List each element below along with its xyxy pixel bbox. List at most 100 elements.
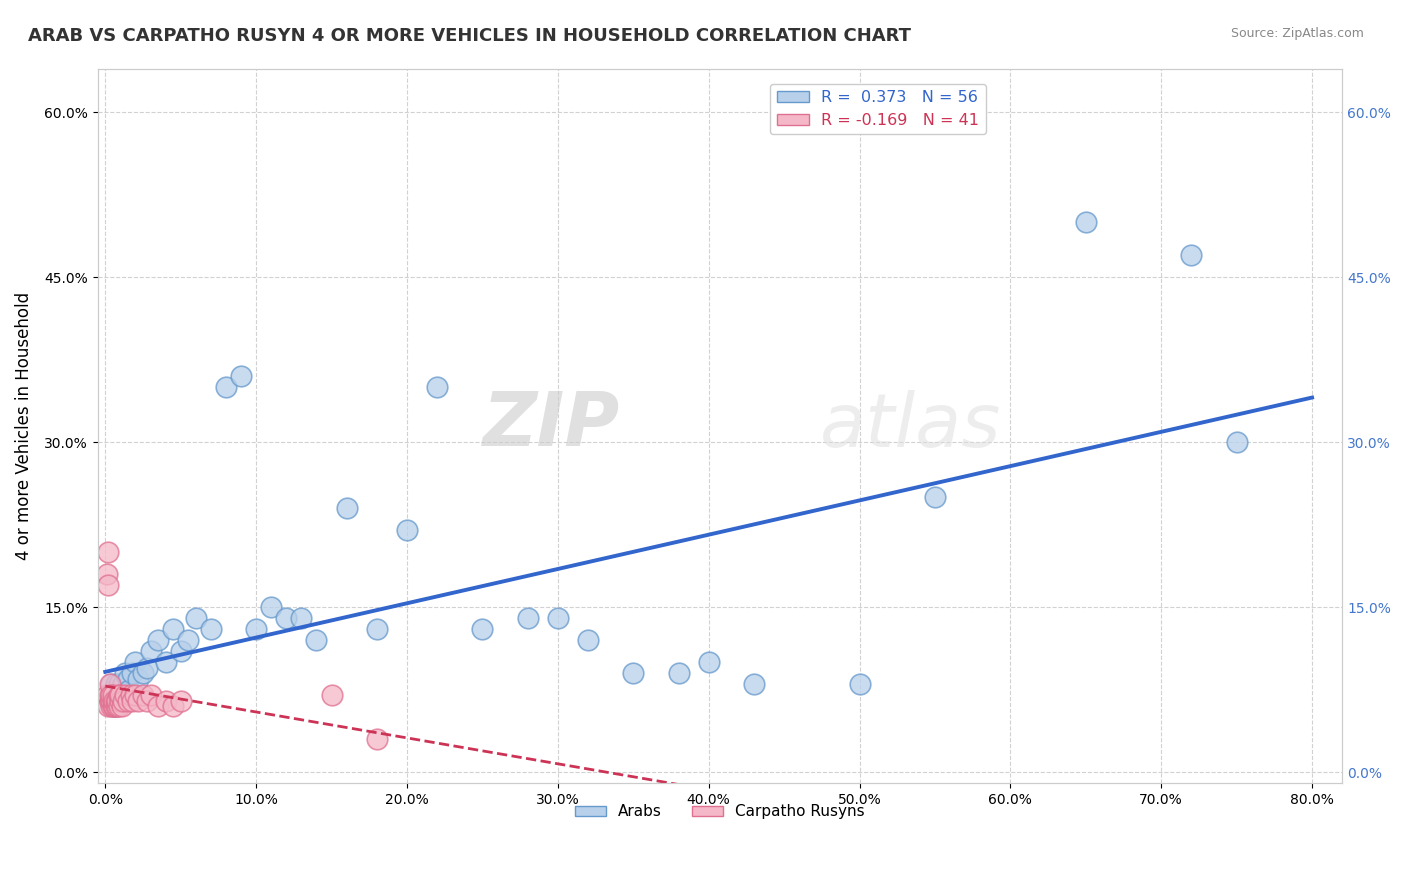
Point — [101, 688, 124, 702]
Point — [96, 688, 118, 702]
Point — [155, 693, 177, 707]
Point — [276, 611, 298, 625]
Point — [100, 693, 122, 707]
Point — [516, 611, 538, 625]
Point — [136, 660, 159, 674]
Point — [108, 699, 131, 714]
Text: Source: ZipAtlas.com: Source: ZipAtlas.com — [1230, 27, 1364, 40]
Point — [110, 693, 132, 707]
Point — [697, 655, 720, 669]
Point — [229, 369, 252, 384]
Point — [132, 688, 155, 702]
Point — [162, 699, 184, 714]
Point — [103, 693, 125, 707]
Legend: Arabs, Carpatho Rusyns: Arabs, Carpatho Rusyns — [569, 798, 870, 825]
Text: ARAB VS CARPATHO RUSYN 4 OR MORE VEHICLES IN HOUSEHOLD CORRELATION CHART: ARAB VS CARPATHO RUSYN 4 OR MORE VEHICLE… — [28, 27, 911, 45]
Point — [848, 677, 870, 691]
Point — [547, 611, 569, 625]
Point — [112, 677, 135, 691]
Point — [97, 699, 120, 714]
Point — [576, 633, 599, 648]
Point — [132, 666, 155, 681]
Point — [155, 655, 177, 669]
Point — [98, 693, 121, 707]
Point — [108, 693, 131, 707]
Point — [1226, 435, 1249, 450]
Point — [100, 699, 122, 714]
Point — [668, 666, 690, 681]
Point — [100, 677, 122, 691]
Point — [1180, 248, 1202, 262]
Point — [108, 677, 131, 691]
Point — [111, 699, 134, 714]
Point — [366, 622, 388, 636]
Point — [1074, 215, 1097, 229]
Point — [162, 622, 184, 636]
Point — [104, 699, 127, 714]
Point — [100, 688, 122, 702]
Point — [114, 666, 136, 681]
Point — [104, 693, 127, 707]
Point — [105, 688, 128, 702]
Point — [366, 732, 388, 747]
Point — [101, 699, 124, 714]
Point — [245, 622, 267, 636]
Point — [127, 693, 149, 707]
Point — [184, 611, 207, 625]
Point — [621, 666, 644, 681]
Point — [305, 633, 328, 648]
Point — [105, 699, 128, 714]
Point — [117, 693, 139, 707]
Point — [112, 693, 135, 707]
Point — [98, 693, 121, 707]
Point — [924, 490, 946, 504]
Point — [100, 688, 122, 702]
Point — [120, 688, 142, 702]
Point — [98, 677, 121, 691]
Point — [146, 699, 169, 714]
Point — [742, 677, 765, 691]
Point — [124, 655, 146, 669]
Point — [101, 699, 124, 714]
Point — [98, 688, 121, 702]
Point — [110, 688, 132, 702]
Y-axis label: 4 or more Vehicles in Household: 4 or more Vehicles in Household — [15, 292, 32, 560]
Point — [114, 688, 136, 702]
Point — [103, 693, 125, 707]
Point — [215, 380, 238, 394]
Point — [321, 688, 343, 702]
Point — [101, 688, 124, 702]
Point — [121, 666, 143, 681]
Point — [336, 501, 359, 516]
Point — [117, 672, 139, 686]
Point — [105, 682, 128, 697]
Point — [290, 611, 312, 625]
Point — [108, 688, 131, 702]
Point — [96, 567, 118, 582]
Point — [103, 682, 125, 697]
Point — [170, 693, 193, 707]
Point — [395, 523, 418, 537]
Point — [104, 699, 127, 714]
Text: ZIP: ZIP — [484, 389, 620, 462]
Point — [118, 682, 141, 697]
Point — [170, 644, 193, 658]
Point — [200, 622, 222, 636]
Point — [124, 688, 146, 702]
Point — [426, 380, 449, 394]
Point — [110, 688, 132, 702]
Point — [97, 545, 120, 559]
Point — [471, 622, 494, 636]
Text: atlas: atlas — [820, 390, 1001, 462]
Point — [97, 578, 120, 592]
Point — [139, 688, 162, 702]
Point — [101, 693, 124, 707]
Point — [103, 699, 125, 714]
Point — [260, 600, 283, 615]
Point — [104, 677, 127, 691]
Point — [110, 693, 132, 707]
Point — [121, 693, 143, 707]
Point — [105, 693, 128, 707]
Point — [146, 633, 169, 648]
Point — [136, 693, 159, 707]
